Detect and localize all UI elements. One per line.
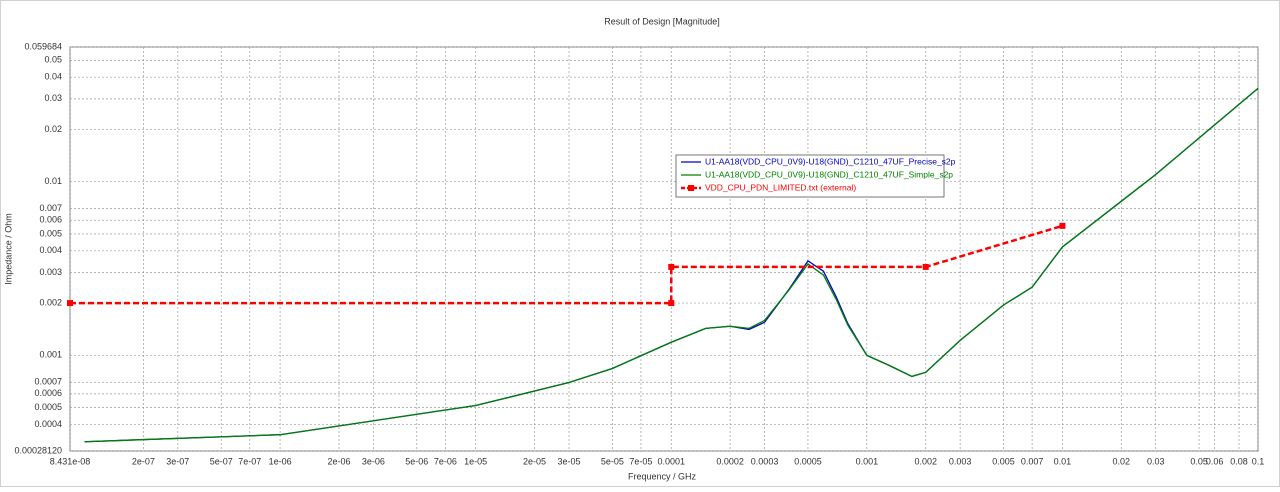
x-tick-label: 0.0002	[716, 456, 744, 466]
legend-box	[675, 154, 945, 198]
x-tick-label: 0.0003	[751, 456, 779, 466]
legend-label: U1-AA18(VDD_CPU_0V9)-U18(GND)_C1210_47UF…	[705, 156, 956, 166]
y-tick-label: 0.03	[44, 93, 62, 103]
x-tick-label: 7e-06	[434, 456, 457, 466]
y-tick-label: 0.02	[44, 124, 62, 134]
x-tick-label: 0.001	[856, 456, 879, 466]
x-tick-label: 0.0005	[794, 456, 822, 466]
series-marker	[922, 263, 929, 270]
y-tick-label: 0.0006	[34, 388, 62, 398]
x-tick-label: 0.01	[1054, 456, 1072, 466]
y-tick-label: 0.00028120	[14, 445, 62, 455]
series-marker	[668, 300, 675, 307]
y-tick-label: 0.006	[39, 215, 62, 225]
x-tick-label: 5e-05	[601, 456, 624, 466]
y-tick-label: 0.0007	[34, 377, 62, 387]
x-tick-label: 0.003	[949, 456, 972, 466]
x-tick-label: 3e-07	[166, 456, 189, 466]
chart-title: Result of Design [Magnitude]	[604, 16, 720, 26]
y-tick-label: 0.0004	[34, 419, 62, 429]
x-tick-label: 2e-05	[523, 456, 546, 466]
x-tick-label: 1e-06	[269, 456, 292, 466]
x-tick-label: 2e-06	[327, 456, 350, 466]
x-tick-label: 3e-06	[362, 456, 385, 466]
y-tick-label: 0.004	[39, 245, 62, 255]
x-tick-label: 0.1	[1252, 456, 1265, 466]
x-tick-label: 0.08	[1230, 456, 1248, 466]
lines	[67, 87, 1259, 443]
x-tick-label: 3e-05	[557, 456, 580, 466]
y-tick-label: 0.0005	[34, 402, 62, 412]
plot-area	[69, 46, 1259, 452]
x-axis-label: Frequency / GHz	[628, 471, 697, 481]
legend-label: VDD_CPU_PDN_LIMITED.txt (external)	[705, 182, 856, 192]
y-axis-label: Impedance / Ohm	[3, 213, 13, 285]
x-tick-label: 0.03	[1147, 456, 1165, 466]
y-tick-label: 0.003	[39, 267, 62, 277]
series-line	[70, 224, 1063, 305]
y-tick-label: 0.05	[44, 55, 62, 65]
series-line	[84, 87, 1259, 443]
x-tick-label: 0.007	[1021, 456, 1044, 466]
legend-marker	[688, 185, 694, 191]
x-tick-label: 1e-05	[464, 456, 487, 466]
x-tick-label: 7e-05	[629, 456, 652, 466]
legend: U1-AA18(VDD_CPU_0V9)-U18(GND)_C1210_47UF…	[675, 154, 956, 198]
x-tick-label: 0.0001	[657, 456, 685, 466]
y-tick-label: 0.007	[39, 203, 62, 213]
y-tick-label: 0.059684	[24, 41, 62, 51]
y-tick-label: 0.001	[39, 350, 62, 360]
x-tick-label: 8.431e-08	[50, 456, 91, 466]
x-tick-label: 2e-07	[132, 456, 155, 466]
x-tick-label: 0.005	[992, 456, 1015, 466]
x-tick-label: 5e-07	[210, 456, 233, 466]
x-tick-label: 0.06	[1206, 456, 1224, 466]
y-tick-label: 0.04	[44, 72, 62, 82]
legend-label: U1-AA18(VDD_CPU_0V9)-U18(GND)_C1210_47UF…	[705, 169, 953, 179]
series-marker	[1059, 222, 1066, 229]
y-tick-label: 0.005	[39, 228, 62, 238]
series-marker	[668, 263, 675, 270]
series-marker	[67, 300, 73, 307]
x-tick-label: 7e-07	[238, 456, 261, 466]
x-tick-label: 0.02	[1113, 456, 1131, 466]
x-tick-label: 5e-06	[405, 456, 428, 466]
y-tick-label: 0.002	[39, 297, 62, 307]
x-tick-label: 0.002	[914, 456, 937, 466]
x-tick-label: 0.05	[1190, 456, 1208, 466]
y-tick-label: 0.01	[44, 176, 62, 186]
